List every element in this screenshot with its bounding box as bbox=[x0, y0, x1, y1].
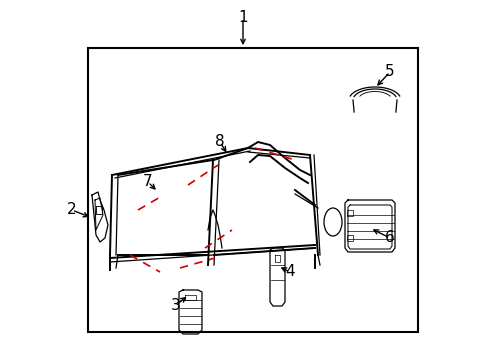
Text: 7: 7 bbox=[143, 175, 153, 189]
Text: 8: 8 bbox=[215, 135, 224, 149]
Bar bbox=[88, 48, 417, 332]
Text: 3: 3 bbox=[171, 297, 181, 312]
Text: 1: 1 bbox=[238, 10, 247, 26]
Text: 6: 6 bbox=[385, 230, 394, 246]
Text: 4: 4 bbox=[285, 265, 294, 279]
Text: 5: 5 bbox=[385, 64, 394, 80]
Bar bbox=[346, 210, 352, 216]
Bar bbox=[346, 235, 352, 241]
Text: 2: 2 bbox=[67, 202, 77, 217]
